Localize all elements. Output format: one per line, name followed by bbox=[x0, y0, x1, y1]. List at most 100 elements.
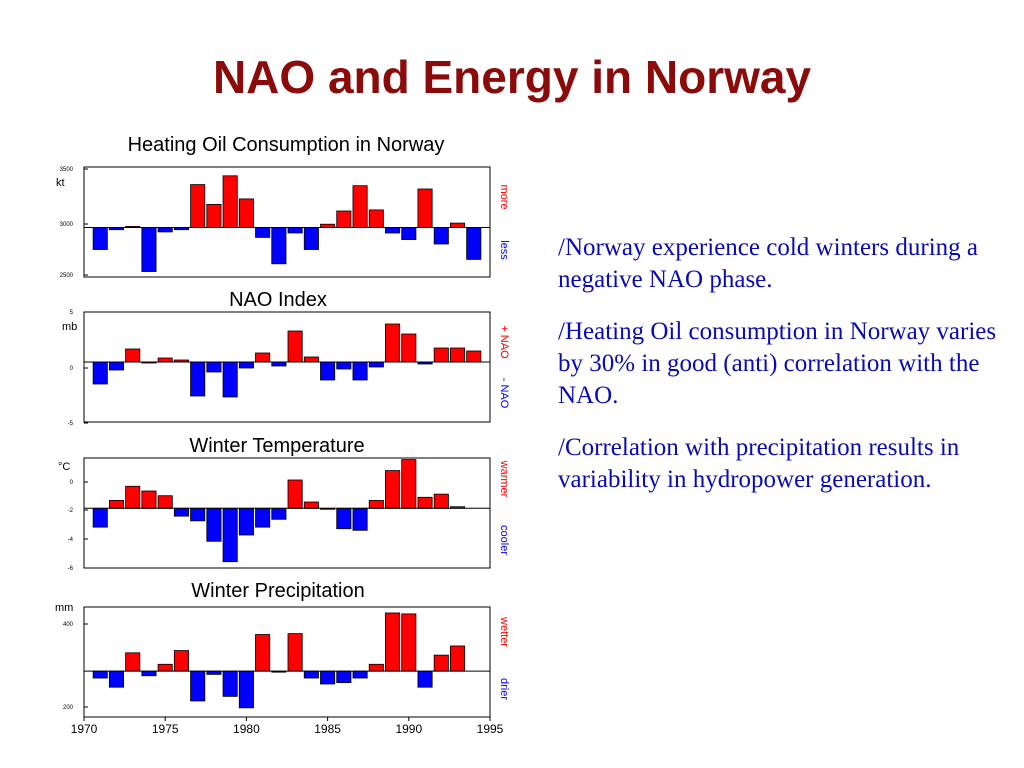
bullet-3: /Correlation with precipitation results … bbox=[558, 434, 960, 493]
bar bbox=[385, 323, 401, 363]
bar bbox=[222, 507, 238, 563]
y-tick-label: 0 bbox=[70, 366, 74, 372]
bar bbox=[255, 227, 271, 238]
y-axis-unit: kt bbox=[56, 177, 65, 189]
bar bbox=[190, 184, 206, 228]
bar bbox=[368, 209, 384, 228]
chart-title: Heating Oil Consumption in Norway bbox=[128, 134, 445, 156]
bar bbox=[173, 650, 189, 672]
bar bbox=[287, 330, 303, 363]
chart-title: Winter Temperature bbox=[189, 435, 364, 457]
slide-title: NAO and Energy in Norway bbox=[212, 51, 812, 103]
bar bbox=[303, 227, 319, 250]
bar bbox=[303, 501, 319, 509]
bar bbox=[466, 227, 482, 260]
bar bbox=[401, 333, 417, 363]
bar bbox=[255, 634, 271, 672]
y-axis-unit: mb bbox=[62, 321, 77, 333]
bar bbox=[238, 507, 254, 536]
side-label-top: wetter bbox=[498, 616, 510, 647]
y-tick-label: 3500 bbox=[60, 167, 74, 173]
bar bbox=[320, 670, 336, 685]
bar bbox=[466, 350, 482, 363]
bar bbox=[92, 670, 108, 679]
bar bbox=[157, 495, 173, 509]
bar bbox=[190, 670, 206, 702]
bar bbox=[92, 361, 108, 385]
bar bbox=[206, 361, 222, 373]
bar bbox=[141, 227, 157, 272]
bar bbox=[417, 496, 433, 509]
bar bbox=[222, 670, 238, 697]
bar bbox=[401, 613, 417, 672]
bar bbox=[271, 227, 287, 265]
y-tick-label: -4 bbox=[68, 537, 74, 543]
plot-frame bbox=[83, 311, 491, 423]
bar bbox=[352, 507, 368, 531]
bar bbox=[238, 361, 254, 369]
bar bbox=[287, 479, 303, 509]
x-tick-label: 1990 bbox=[395, 722, 422, 736]
bar bbox=[336, 507, 352, 530]
x-tick-label: 1995 bbox=[477, 722, 504, 736]
bar bbox=[401, 227, 417, 240]
y-tick-label: 200 bbox=[63, 705, 74, 711]
bar bbox=[433, 347, 449, 363]
y-axis-unit: °C bbox=[58, 461, 70, 473]
bar bbox=[320, 361, 336, 381]
y-axis-unit: mm bbox=[55, 602, 73, 614]
bar bbox=[368, 500, 384, 509]
bar bbox=[433, 654, 449, 672]
side-label-top: + NAO bbox=[498, 325, 510, 359]
bar bbox=[449, 645, 466, 672]
bar bbox=[352, 361, 368, 381]
bar bbox=[190, 361, 206, 397]
bar bbox=[352, 670, 368, 679]
bar bbox=[255, 352, 271, 363]
bar bbox=[368, 361, 384, 368]
side-label-top: warmer bbox=[498, 460, 510, 498]
bar bbox=[157, 357, 173, 363]
bar bbox=[271, 361, 287, 367]
x-tick-label: 1975 bbox=[152, 722, 179, 736]
bar bbox=[271, 507, 287, 520]
x-tick-label: 1970 bbox=[71, 722, 98, 736]
bar bbox=[303, 356, 319, 363]
x-tick-label: 1985 bbox=[314, 722, 341, 736]
bar bbox=[157, 663, 173, 672]
bar bbox=[336, 361, 352, 370]
bar bbox=[417, 188, 433, 228]
bar bbox=[190, 507, 206, 522]
y-tick-label: 400 bbox=[63, 622, 74, 628]
chart-title: NAO Index bbox=[229, 289, 327, 311]
bar bbox=[449, 222, 466, 228]
bar bbox=[385, 470, 401, 509]
y-tick-label: -5 bbox=[68, 421, 74, 427]
bar bbox=[255, 507, 271, 528]
side-label-top: more bbox=[498, 184, 510, 209]
bar bbox=[206, 507, 222, 542]
bar bbox=[352, 185, 368, 228]
bar bbox=[287, 633, 303, 672]
plot-frame bbox=[83, 457, 491, 569]
bar bbox=[108, 500, 125, 509]
bar bbox=[336, 670, 352, 684]
bar bbox=[108, 361, 125, 371]
x-tick-label: 1980 bbox=[233, 722, 260, 736]
y-tick-label: 2500 bbox=[60, 273, 74, 279]
y-tick-label: 0 bbox=[70, 480, 74, 486]
bar bbox=[141, 670, 157, 677]
bar bbox=[449, 347, 466, 363]
y-tick-label: -2 bbox=[68, 508, 74, 514]
bar bbox=[92, 507, 108, 528]
bullet-list: /Norway experience cold winters during a… bbox=[558, 232, 998, 516]
side-label-bottom: cooler bbox=[498, 525, 510, 555]
bullet-2: /Heating Oil consumption in Norway varie… bbox=[558, 318, 997, 409]
plot-frame bbox=[83, 606, 491, 718]
climate-bar-charts: Heating Oil Consumption in Norway kt 3500 3… bbox=[55, 134, 510, 736]
bar bbox=[125, 348, 141, 363]
bar bbox=[206, 204, 222, 228]
bar bbox=[157, 227, 173, 233]
bar bbox=[222, 361, 238, 398]
plot-frame bbox=[83, 166, 491, 278]
